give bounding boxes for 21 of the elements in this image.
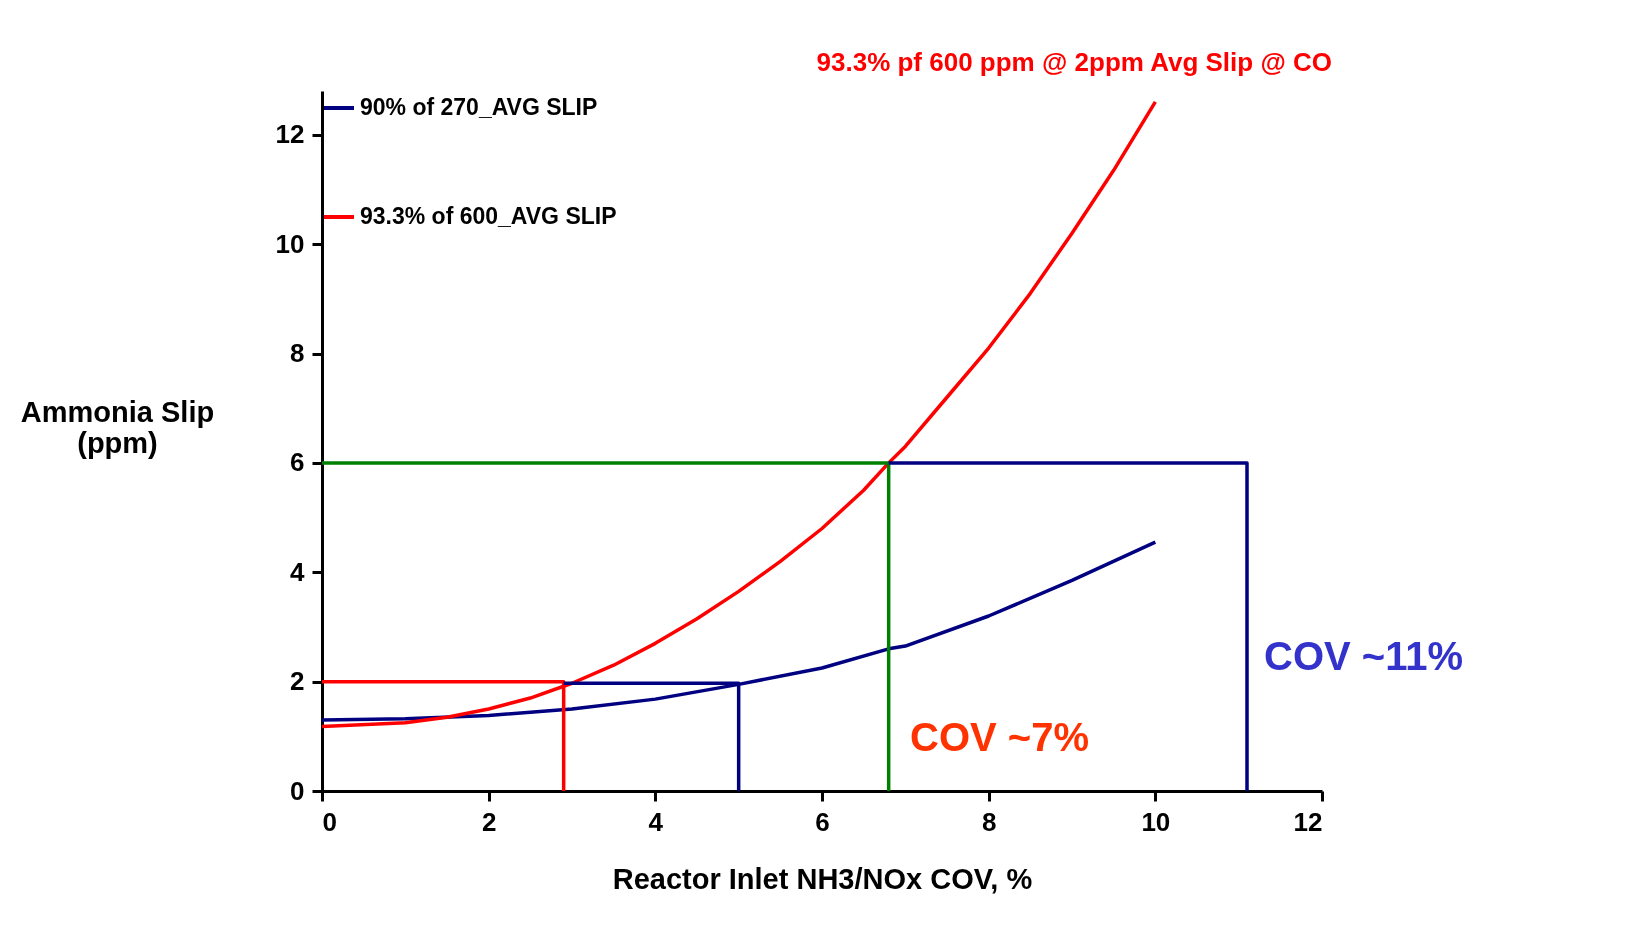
y-tick-label: 2 (290, 666, 305, 697)
x-tick-label: 12 (1293, 806, 1323, 837)
legend-label: 90% of 270_AVG SLIP (360, 94, 598, 120)
x-tick-label: 10 (1141, 806, 1171, 837)
legend-label: 93.3% of 600_AVG SLIP (360, 203, 617, 229)
x-tick-label: 6 (815, 806, 830, 837)
y-tick-label: 4 (290, 556, 306, 587)
annotation: COV ~7% (910, 714, 1089, 759)
x-tick-label: 4 (648, 806, 664, 837)
y-tick-label: 12 (275, 119, 305, 150)
y-tick-label: 0 (290, 775, 305, 806)
x-tick-label: 0 (322, 806, 337, 837)
x-tick-label: 8 (981, 806, 997, 837)
x-axis-title: Reactor Inlet NH3/NOx COV, % (612, 862, 1033, 895)
annotation: COV ~11% (1264, 634, 1464, 678)
y-axis-title: Ammonia Slip (ppm) (20, 395, 215, 459)
y-tick-label: 10 (275, 228, 305, 259)
y-tick-label: 6 (290, 447, 305, 478)
x-tick-label: 2 (481, 806, 497, 837)
y-tick-label: 8 (290, 338, 305, 368)
text: 93.3% pf 600 ppm @ 2ppm Avg Slip @ CO (816, 47, 1332, 77)
